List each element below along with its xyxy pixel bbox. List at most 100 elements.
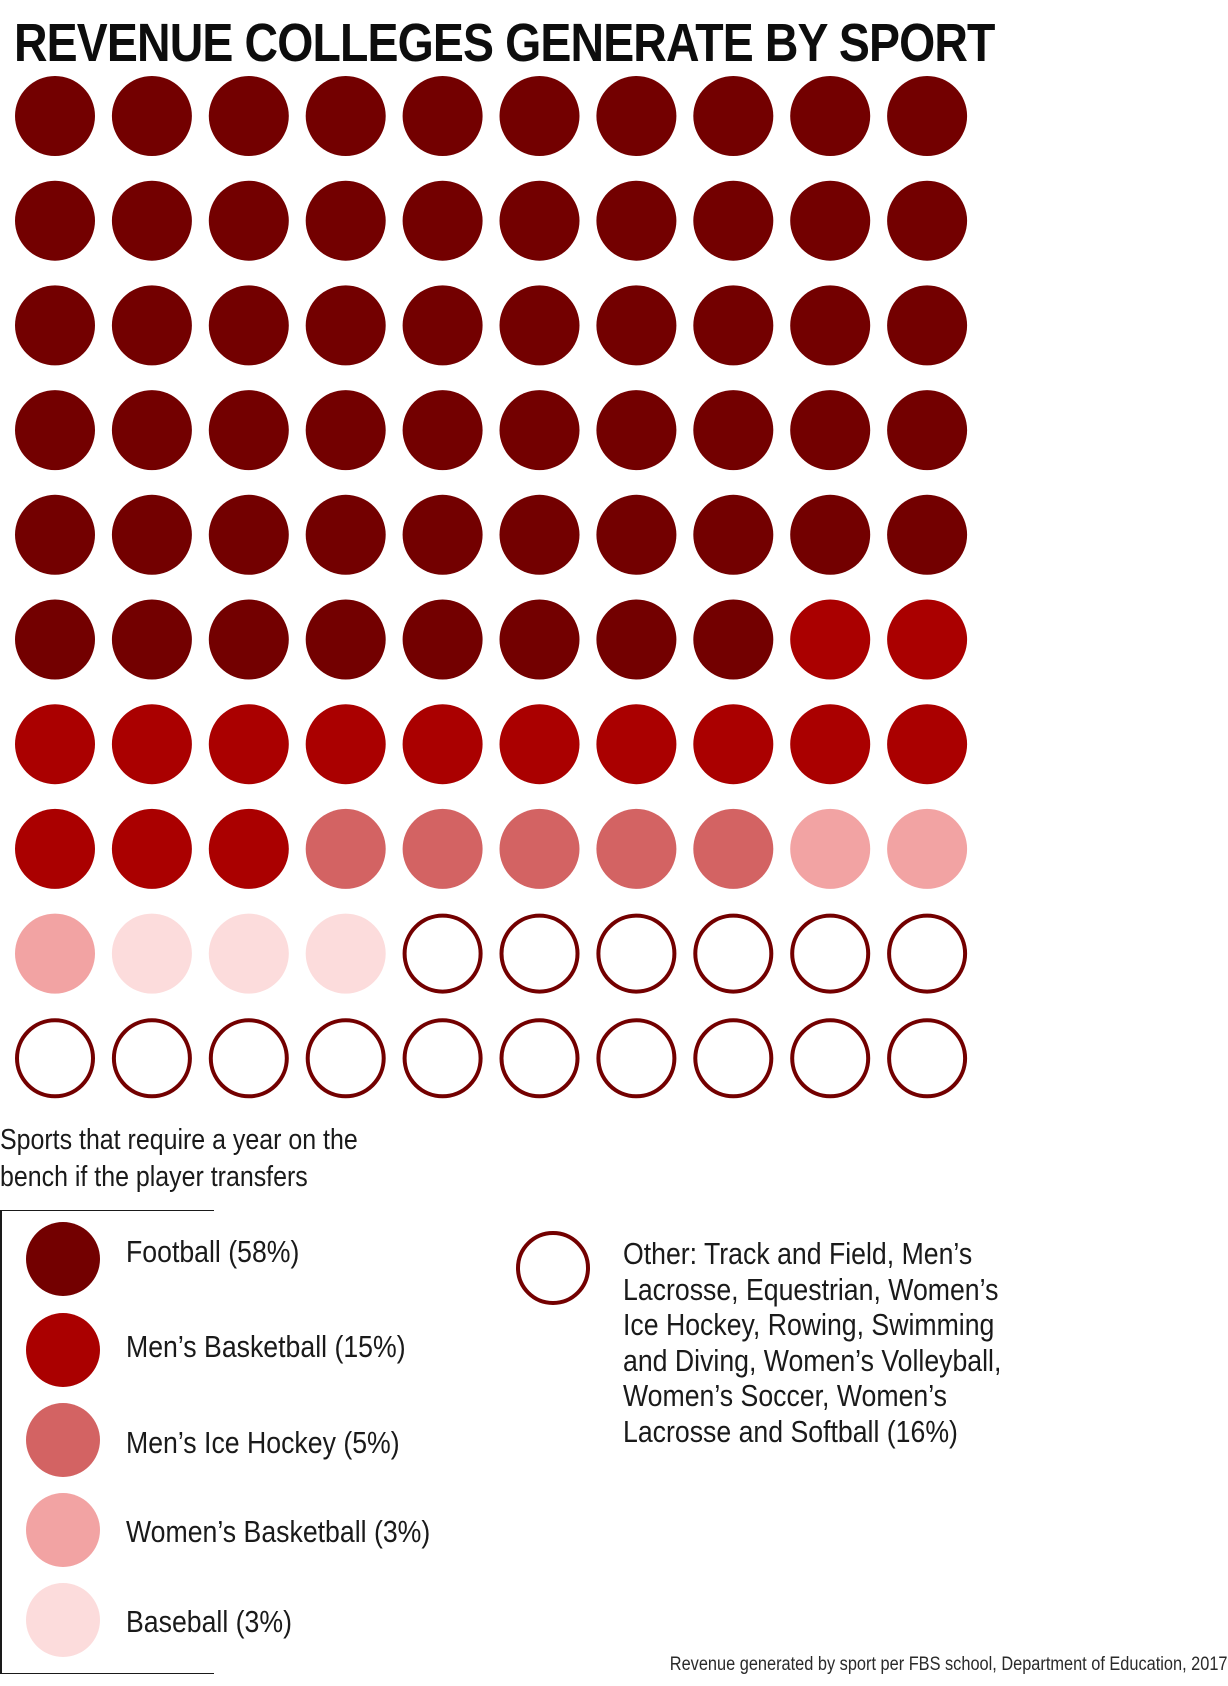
waffle-dot-other <box>402 913 483 994</box>
legend-label-football: Football (58%) <box>126 1234 300 1269</box>
waffle-dot-mbb <box>111 808 192 889</box>
waffle-dot-football <box>887 180 968 261</box>
waffle-dot-football <box>693 390 774 471</box>
waffle-dot-football <box>111 599 192 680</box>
legend-swatch-womens-basketball <box>26 1493 100 1567</box>
legend-swatch-other <box>516 1231 590 1305</box>
waffle-dot-football <box>111 494 192 575</box>
waffle-dot-football <box>402 599 483 680</box>
waffle-dot-other <box>15 1018 95 1099</box>
waffle-dot-other <box>887 913 968 994</box>
waffle-dot-mbb <box>887 704 968 785</box>
waffle-dot-other <box>402 1018 483 1099</box>
waffle-dot-football <box>887 285 968 366</box>
waffle-dot-football <box>596 390 677 471</box>
bench-bracket <box>0 1210 214 1674</box>
waffle-dot-football <box>790 390 871 471</box>
waffle-dot-wbb <box>15 913 95 994</box>
waffle-dot-mbb <box>15 808 95 889</box>
waffle-dot-football <box>305 390 386 471</box>
waffle-dot-football <box>15 390 95 471</box>
waffle-dot-football <box>111 390 192 471</box>
waffle-dot-football <box>499 494 580 575</box>
waffle-dot-football <box>15 285 95 366</box>
waffle-dot-wbb <box>790 808 871 889</box>
waffle-dot-football <box>305 599 386 680</box>
waffle-dot-football <box>111 285 192 366</box>
waffle-dot-football <box>596 180 677 261</box>
waffle-dot-mbb <box>208 704 289 785</box>
waffle-dot-football <box>887 76 968 156</box>
waffle-dot-football <box>208 390 289 471</box>
waffle-dot-football <box>499 76 580 156</box>
legend-label-womens-basketball: Women’s Basketball (3%) <box>126 1514 431 1549</box>
waffle-dot-other <box>596 1018 677 1099</box>
waffle-dot-football <box>402 180 483 261</box>
waffle-dot-football <box>208 180 289 261</box>
waffle-dot-baseball <box>208 913 289 994</box>
legend-label-other: Other: Track and Field, Men’s Lacrosse, … <box>623 1236 1002 1449</box>
waffle-dot-mbb <box>208 808 289 889</box>
waffle-dot-mbb <box>305 704 386 785</box>
waffle-dot-football <box>790 76 871 156</box>
legend-label-mens-basketball: Men’s Basketball (15%) <box>126 1329 406 1364</box>
waffle-dot-football <box>596 599 677 680</box>
waffle-dot-football <box>111 76 192 156</box>
waffle-dot-mbb <box>596 704 677 785</box>
waffle-dot-other <box>790 1018 871 1099</box>
waffle-dot-football <box>693 180 774 261</box>
waffle-dot-other <box>596 913 677 994</box>
waffle-dot-football <box>15 76 95 156</box>
legend-label-baseball: Baseball (3%) <box>126 1604 292 1639</box>
chart-title: REVENUE COLLEGES GENERATE BY SPORT <box>14 13 995 73</box>
waffle-dot-mhockey <box>693 808 774 889</box>
waffle-dot-football <box>596 76 677 156</box>
waffle-dot-football <box>402 390 483 471</box>
waffle-dot-football <box>15 599 95 680</box>
waffle-dot-mbb <box>790 599 871 680</box>
waffle-dot-other <box>111 1018 192 1099</box>
waffle-dot-other <box>208 1018 289 1099</box>
waffle-dot-football <box>499 599 580 680</box>
waffle-dot-other <box>499 913 580 994</box>
waffle-dot-football <box>596 285 677 366</box>
waffle-dot-football <box>305 180 386 261</box>
waffle-dot-mbb <box>15 704 95 785</box>
waffle-dot-mbb <box>790 704 871 785</box>
waffle-dot-football <box>596 494 677 575</box>
waffle-dot-baseball <box>305 913 386 994</box>
waffle-dot-football <box>790 285 871 366</box>
waffle-dot-mhockey <box>305 808 386 889</box>
waffle-dot-football <box>15 494 95 575</box>
waffle-dot-football <box>693 76 774 156</box>
waffle-dot-mbb <box>402 704 483 785</box>
waffle-dot-other <box>693 1018 774 1099</box>
waffle-dot-football <box>111 180 192 261</box>
waffle-dot-football <box>15 180 95 261</box>
legend-label-mens-ice-hockey: Men’s Ice Hockey (5%) <box>126 1425 400 1460</box>
waffle-dot-football <box>208 494 289 575</box>
waffle-dot-baseball <box>111 913 192 994</box>
waffle-dot-football <box>208 599 289 680</box>
waffle-dot-football <box>305 285 386 366</box>
waffle-dot-football <box>402 494 483 575</box>
legend-swatch-mens-ice-hockey <box>26 1403 100 1477</box>
waffle-dot-mhockey <box>499 808 580 889</box>
waffle-dot-football <box>208 76 289 156</box>
waffle-dot-football <box>305 76 386 156</box>
waffle-dot-football <box>499 180 580 261</box>
waffle-grid <box>15 76 968 1099</box>
legend-swatch-mens-basketball <box>26 1313 100 1387</box>
waffle-dot-football <box>790 180 871 261</box>
waffle-dot-other <box>887 1018 968 1099</box>
waffle-dot-mbb <box>693 704 774 785</box>
waffle-dot-football <box>499 285 580 366</box>
waffle-dot-football <box>887 494 968 575</box>
waffle-dot-football <box>499 390 580 471</box>
waffle-dot-other <box>499 1018 580 1099</box>
waffle-dot-football <box>305 494 386 575</box>
legend-swatch-baseball <box>26 1583 100 1657</box>
waffle-dot-football <box>208 285 289 366</box>
waffle-dot-wbb <box>887 808 968 889</box>
waffle-dot-football <box>402 285 483 366</box>
